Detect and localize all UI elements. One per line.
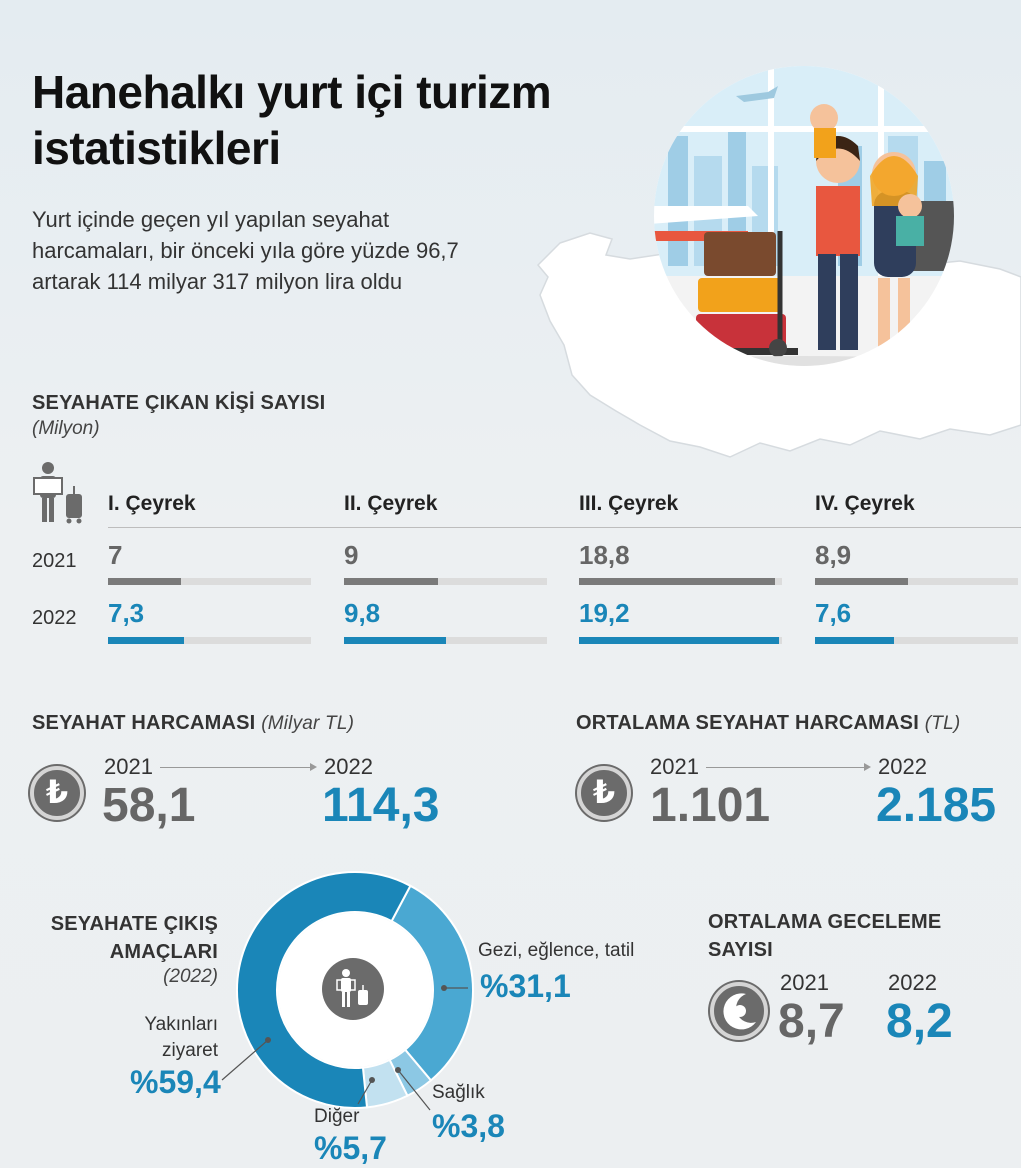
overnight-year-2021: 2021 [780, 970, 829, 995]
bar-value-2022-q1: 7,3 [108, 598, 145, 628]
expense-year-2022: 2022 [324, 754, 373, 779]
bar-2021-q4 [815, 578, 908, 585]
slice-pct-visit: %59,4 [130, 1064, 221, 1100]
avg-expense-value-2022: 2.185 [876, 779, 997, 832]
overnight-heading-line1: ORTALAMA GECELEME [708, 911, 942, 933]
bar-track-2021-q2 [344, 578, 547, 585]
bar-track-2022-q4 [815, 637, 1018, 644]
bar-2022-q4 [815, 637, 894, 644]
bar-2021-q2 [344, 578, 438, 585]
bar-value-2021-q3: 18,8 [579, 540, 630, 570]
slice-label-visit: Yakınları ziyaret [144, 1014, 218, 1061]
bar-2022-q2 [344, 637, 446, 644]
slice-pct-leisure: %31,1 [480, 968, 571, 1004]
avg-expense-unit: (TL) [924, 713, 961, 734]
year-2021-label: 2021 [32, 550, 77, 572]
quarter-2-header: II. Çeyrek [344, 492, 438, 515]
overnight-heading-line2: SAYISI [708, 939, 773, 961]
slice-label-other: Diğer [314, 1106, 360, 1127]
donut-center-badge [322, 958, 384, 1020]
avg-expense-arrowhead [864, 763, 871, 771]
expense-arrowhead [310, 763, 317, 771]
bar-value-2022-q4: 7,6 [815, 598, 852, 628]
bar-2021-q3 [579, 578, 775, 585]
avg-expense-year-2021: 2021 [650, 754, 699, 779]
donut-slice-leisure [390, 884, 474, 1082]
overnight-value-2021: 8,7 [778, 995, 845, 1048]
slice-pct-health: %3,8 [432, 1108, 505, 1144]
overnight-heading: ORTALAMA GECELEME SAYISI [708, 908, 941, 964]
bar-value-2021-q4: 8,9 [815, 540, 852, 570]
avg-expense-arrow [706, 767, 864, 768]
expense-heading: SEYAHAT HARCAMASI [32, 712, 256, 734]
slice-label-health: Sağlık [432, 1082, 485, 1103]
expense-arrow [160, 767, 310, 768]
purposes-heading: SEYAHATE ÇIKIŞ AMAÇLARI [38, 910, 218, 966]
expense-value-2021: 58,1 [102, 779, 196, 832]
bar-track-2021-q3 [579, 578, 782, 585]
bar-value-2021-q2: 9 [344, 540, 359, 570]
table-divider [108, 527, 1021, 528]
page-subtitle: Yurt içinde geçen yıl yapılan seyahat ha… [32, 207, 459, 294]
traveler-with-luggage-icon [336, 969, 368, 1007]
bar-track-2022-q1 [108, 637, 311, 644]
avg-expense-year-2022: 2022 [878, 754, 927, 779]
expense-year-2021: 2021 [104, 754, 153, 779]
bar-2021-q1 [108, 578, 181, 585]
avg-expense-value-2021: 1.101 [650, 779, 771, 832]
travelers-heading: SEYAHATE ÇIKAN KİŞİ SAYISI [32, 392, 326, 414]
purposes-heading-line2: AMAÇLARI [109, 941, 218, 963]
quarter-4-header: IV. Çeyrek [815, 492, 915, 515]
overnight-year-2022: 2022 [888, 970, 937, 995]
expense-value-2022: 114,3 [322, 779, 440, 832]
traveler-with-luggage-icon [33, 462, 82, 524]
bar-value-2022-q3: 19,2 [579, 598, 630, 628]
bar-2022-q3 [579, 637, 779, 644]
bar-value-2022-q2: 9,8 [344, 598, 381, 628]
day-night-icon [710, 982, 768, 1040]
bar-track-2022-q3 [579, 637, 782, 644]
year-2022-label: 2022 [32, 607, 77, 629]
purposes-heading-line1: SEYAHATE ÇIKIŞ [50, 913, 218, 935]
quarter-3-header: III. Çeyrek [579, 492, 679, 515]
bar-track-2022-q2 [344, 637, 547, 644]
expense-unit: (Milyar TL) [261, 713, 355, 734]
turkish-lira-icon: ₺ [577, 766, 631, 820]
bar-2022-q1 [108, 637, 184, 644]
quarter-1-header: I. Çeyrek [108, 492, 196, 515]
turkish-lira-icon: ₺ [30, 766, 84, 820]
travelers-unit: (Milyon) [32, 418, 100, 439]
page-title: Hanehalkı yurt içi turizm istatistikleri [32, 66, 552, 174]
bar-value-2021-q1: 7 [108, 540, 123, 570]
overnight-value-2022: 8,2 [886, 995, 953, 1048]
purposes-year-note: (2022) [163, 966, 218, 987]
bar-track-2021-q4 [815, 578, 1018, 585]
slice-label-leisure: Gezi, eğlence, tatil [478, 940, 635, 961]
avg-expense-heading-row: ORTALAMA SEYAHAT HARCAMASI (TL) [576, 712, 960, 735]
bar-track-2021-q1 [108, 578, 311, 585]
family-travel-illustration [654, 66, 954, 366]
slice-pct-other: %5,7 [314, 1130, 387, 1166]
avg-expense-heading: ORTALAMA SEYAHAT HARCAMASI [576, 712, 919, 734]
expense-heading-row: SEYAHAT HARCAMASI (Milyar TL) [32, 712, 354, 735]
